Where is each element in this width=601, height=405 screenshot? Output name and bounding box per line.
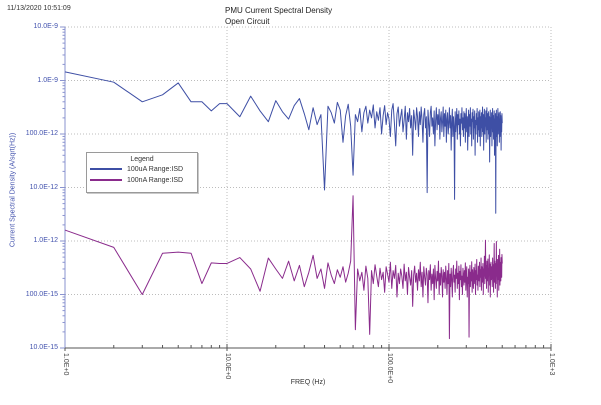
y-tick-label: 1.0E-12: [33, 237, 58, 244]
y-tick-label: 10.0E-9: [33, 23, 58, 30]
x-tick-label: 1.0E+3: [548, 353, 555, 376]
chart-title: PMU Current Spectral Density: [225, 6, 333, 15]
series-line-swatch-100uA: [90, 168, 122, 170]
timestamp: 11/13/2020 10:51:09: [7, 5, 71, 12]
chart-subtitle: Open Circuit: [225, 17, 270, 26]
legend: Legend 100uA Range:ISD 100nA Range:ISD: [86, 152, 198, 193]
legend-entry: 100nA Range:ISD: [87, 175, 197, 185]
legend-label: 100uA Range:ISD: [127, 165, 184, 173]
legend-title: Legend: [130, 156, 154, 163]
legend-label: 100nA Range:ISD: [127, 176, 184, 184]
y-tick-label: 1.0E-9: [37, 76, 58, 84]
y-tick-label: 10.0E-15: [29, 344, 58, 351]
y-tick-label: 10.0E-12: [29, 183, 58, 191]
legend-entry: 100uA Range:ISD: [87, 164, 197, 174]
y-tick-label: 100.0E-12: [25, 130, 58, 137]
chart-title-block: PMU Current Spectral Density Open Circui…: [225, 5, 332, 27]
x-tick-label: 1.0E+0: [62, 353, 69, 376]
x-tick-label: 10.0E+0: [224, 353, 231, 380]
series-line-swatch-100nA: [90, 179, 122, 181]
y-tick-label: 100.0E-15: [25, 290, 58, 298]
x-tick-label: 100.0E+0: [386, 353, 393, 384]
x-axis-title: FREQ (Hz): [290, 379, 326, 386]
